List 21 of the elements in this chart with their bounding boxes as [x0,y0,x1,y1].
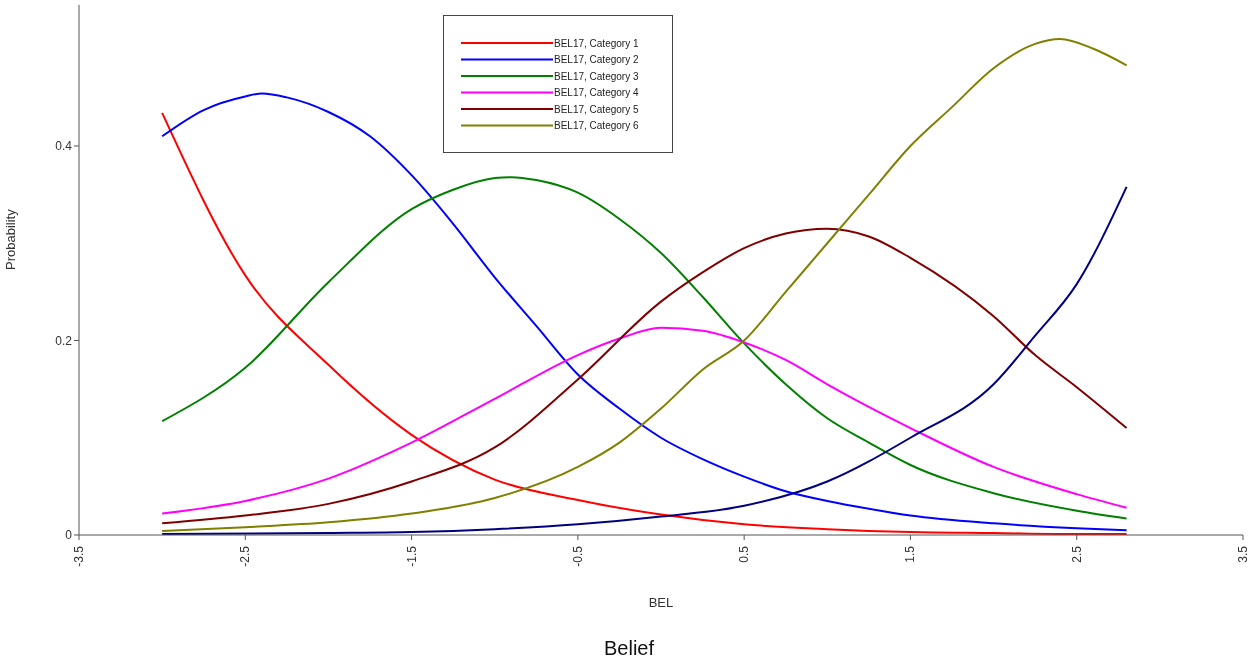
y-tick-label: 0.2 [55,333,73,348]
x-tick-label: 2.5 [1069,545,1084,563]
y-tick-label: 0.4 [55,139,73,154]
x-tick-label: -1.5 [404,545,419,567]
x-tick-label: 1.5 [903,545,918,563]
x-axis-title: BEL [648,595,674,610]
x-tick-label: -3.5 [72,545,86,567]
legend-label: BEL17, Category 1 [554,37,639,49]
x-tick-label: -2.5 [238,545,253,567]
line-series [161,326,1128,515]
legend-label: BEL17, Category 3 [554,70,639,82]
legend-label: BEL17, Category 2 [554,54,639,65]
legend-label: BEL17, Category 6 [554,120,639,131]
x-tick-label: 0.5 [737,545,752,563]
text: Belief [603,637,655,660]
y-axis-title: Probability [2,208,18,270]
y-tick-label: 0 [65,528,73,543]
x-tick-label: 3.5 [1236,545,1250,563]
legend-label: BEL17, Category 5 [554,103,639,115]
x-tick-label: -0.5 [570,545,585,567]
legend-label: BEL17, Category 4 [554,87,639,98]
